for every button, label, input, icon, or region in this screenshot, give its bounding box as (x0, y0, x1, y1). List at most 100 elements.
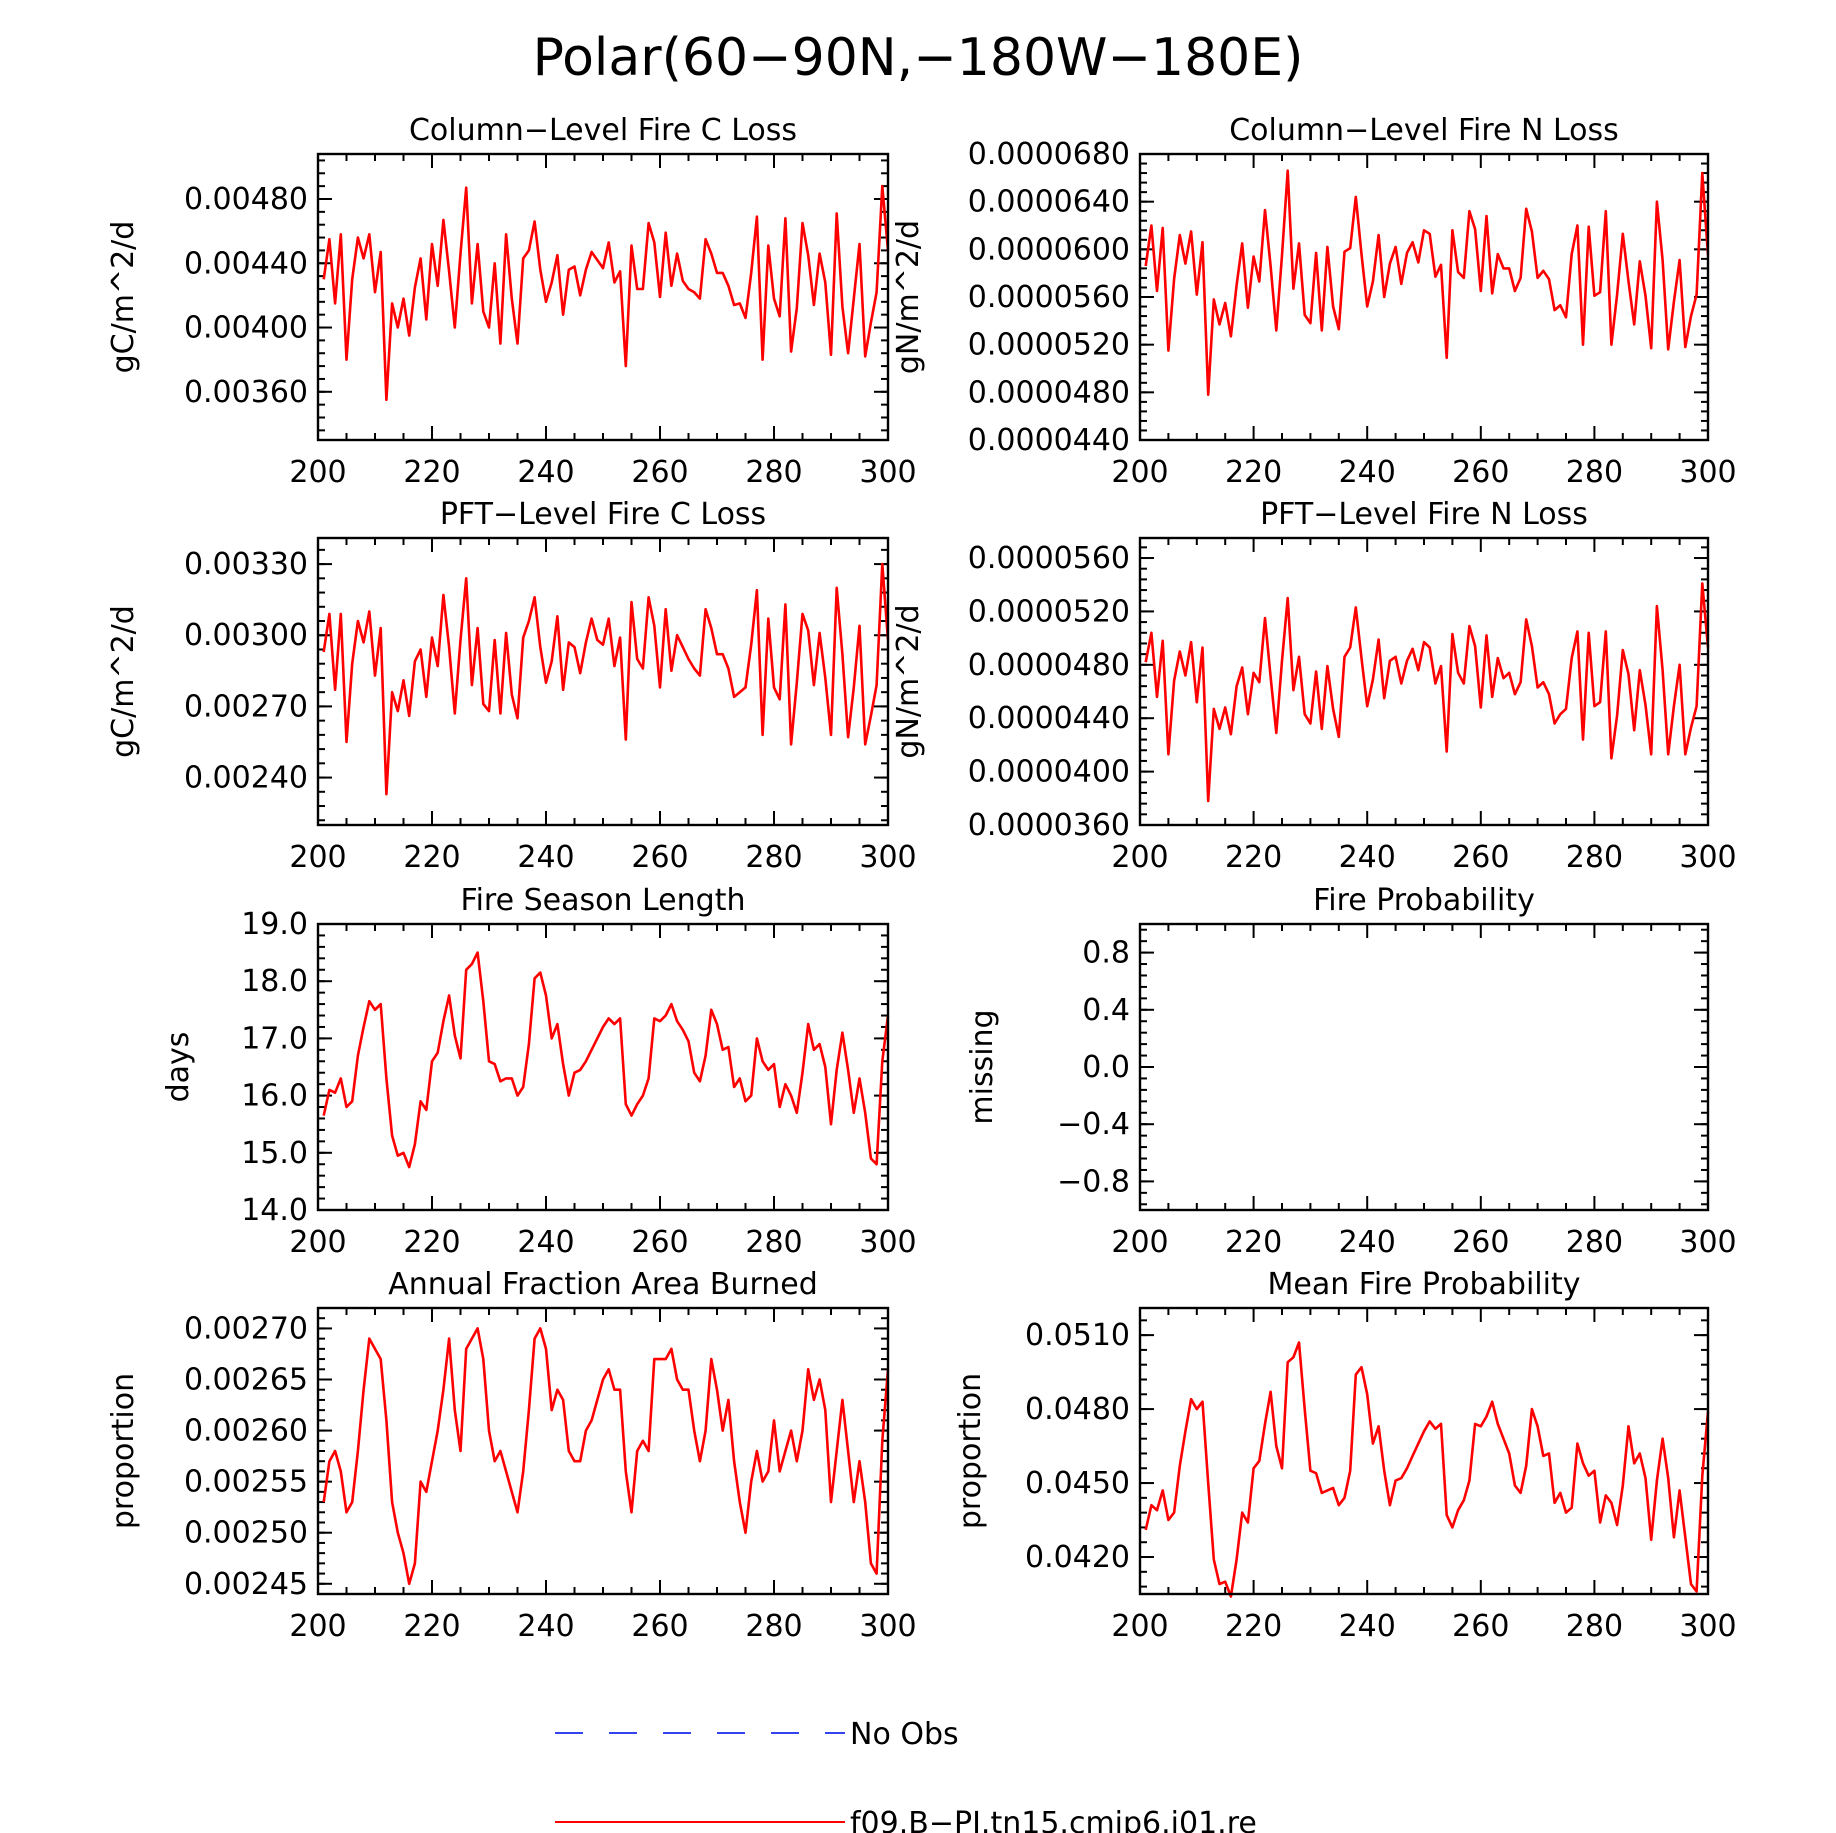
x-tick-label: 240 (1339, 455, 1396, 490)
y-axis-label: gC/m^2/d (106, 605, 141, 758)
y-tick-label: 0.8 (1082, 936, 1130, 971)
y-tick-label: 0.0000440 (968, 423, 1130, 458)
x-tick-label: 200 (1111, 1609, 1168, 1644)
y-tick-label: 0.00330 (184, 547, 308, 582)
x-tick-label: 280 (1566, 840, 1623, 875)
legend-no-obs-label: No Obs (850, 1717, 959, 1752)
y-tick-label: 0.00480 (184, 182, 308, 217)
panel-title: Fire Probability (1313, 883, 1535, 918)
plot-frame (316, 922, 890, 1212)
y-tick-label: 0.0000680 (968, 137, 1130, 172)
panel-prob: Fire Probability missing 200 220 240 260 280 30… (965, 883, 1737, 1260)
y-tick-label: 0.00250 (184, 1516, 308, 1551)
x-tick-label: 300 (859, 1225, 916, 1260)
x-tick-label: 200 (289, 840, 346, 875)
x-tick-label: 240 (1339, 1225, 1396, 1260)
x-tick-label: 220 (403, 1609, 460, 1644)
x-tick-label: 240 (1339, 1609, 1396, 1644)
x-tick-label: 280 (745, 1225, 802, 1260)
y-tick-label: 0.00270 (184, 1311, 308, 1346)
plot-frame (1138, 536, 1710, 827)
y-tick-label: 0.00265 (184, 1363, 308, 1398)
panel-afab: Annual Fraction Area Burned proportion 200… (106, 1267, 917, 1644)
series-line (1144, 582, 1710, 803)
y-tick-label: 0.0000640 (968, 185, 1130, 220)
panel-pft-n: PFT−Level Fire N Loss gN/m^2/d 200 220 240 26… (891, 497, 1737, 875)
y-tick-label: 0.4 (1082, 993, 1130, 1028)
x-tick-label: 280 (1566, 1225, 1623, 1260)
x-tick-label: 220 (403, 1225, 460, 1260)
y-tick-label: 0.0000520 (968, 328, 1130, 363)
panel-title: PFT−Level Fire N Loss (1260, 497, 1588, 532)
y-axis-label: gN/m^2/d (891, 604, 926, 758)
legend-run-label: f09.B−PI.tn15.cmip6.j01.re (850, 1806, 1257, 1833)
x-tick-label: 260 (1452, 840, 1509, 875)
x-tick-label: 300 (1679, 840, 1736, 875)
plot-frame (316, 536, 890, 827)
y-tick-label: 0.0450 (1025, 1466, 1130, 1501)
y-tick-label: 0.00260 (184, 1414, 308, 1449)
x-tick-label: 220 (403, 840, 460, 875)
x-tick-label: 220 (1225, 1225, 1282, 1260)
y-tick-label: −0.4 (1057, 1107, 1130, 1142)
legend: No Obs f09.B−PI.tn15.cmip6.j01.re (555, 1717, 1257, 1833)
y-tick-label: 17.0 (241, 1021, 308, 1056)
plot-frame (316, 1306, 890, 1596)
x-tick-label: 300 (859, 1609, 916, 1644)
y-tick-label: 0.0000440 (968, 701, 1130, 736)
x-tick-label: 240 (517, 1609, 574, 1644)
panel-title: Mean Fire Probability (1268, 1267, 1581, 1302)
y-tick-label: 0.0000400 (968, 755, 1130, 790)
y-axis-label: gN/m^2/d (891, 220, 926, 374)
x-tick-label: 240 (1339, 840, 1396, 875)
panel-title: Annual Fraction Area Burned (388, 1267, 818, 1302)
x-tick-label: 300 (859, 840, 916, 875)
series-line (1144, 1341, 1710, 1598)
y-tick-label: −0.8 (1057, 1164, 1130, 1199)
x-tick-label: 300 (859, 455, 916, 490)
panels: Column−Level Fire C Loss gC/m^2/d 200 220 24… (106, 113, 1737, 1644)
y-axis-label: proportion (953, 1373, 988, 1529)
x-tick-label: 220 (403, 455, 460, 490)
y-tick-label: 0.00360 (184, 375, 308, 410)
y-axis-label: missing (965, 1009, 1000, 1124)
y-tick-label: 15.0 (241, 1136, 308, 1171)
y-tick-label: 0.0000360 (968, 808, 1130, 843)
x-tick-label: 280 (745, 455, 802, 490)
x-tick-label: 200 (289, 1225, 346, 1260)
x-tick-label: 260 (631, 455, 688, 490)
y-tick-label: 0.00245 (184, 1567, 308, 1602)
y-axis-label: proportion (106, 1373, 141, 1529)
y-tick-label: 14.0 (241, 1193, 308, 1228)
y-tick-label: 0.0000480 (968, 375, 1130, 410)
x-tick-label: 260 (1452, 1609, 1509, 1644)
y-tick-label: 16.0 (241, 1079, 308, 1114)
y-tick-label: 0.00255 (184, 1465, 308, 1500)
x-tick-label: 260 (631, 840, 688, 875)
x-tick-label: 200 (1111, 840, 1168, 875)
series-line (322, 562, 890, 796)
plot-frame (1138, 1306, 1710, 1596)
panel-col-n: Column−Level Fire N Loss gN/m^2/d 200 220 24… (891, 113, 1737, 490)
y-tick-label: 0.00300 (184, 618, 308, 653)
series-line (1144, 169, 1710, 397)
y-tick-label: 0.0000560 (968, 541, 1130, 576)
series-line (322, 951, 890, 1169)
plot-frame (316, 152, 890, 442)
panel-season: Fire Season Length days 200 220 240 260 280 300… (161, 883, 917, 1260)
y-tick-label: 0.0 (1082, 1050, 1130, 1085)
panel-title: Column−Level Fire C Loss (409, 113, 797, 148)
x-tick-label: 240 (517, 455, 574, 490)
x-tick-label: 220 (1225, 455, 1282, 490)
x-tick-label: 280 (1566, 1609, 1623, 1644)
panel-pft-c: PFT−Level Fire C Loss gC/m^2/d 200 220 240 26… (106, 497, 917, 875)
y-tick-label: 0.00400 (184, 311, 308, 346)
x-tick-label: 200 (1111, 455, 1168, 490)
x-tick-label: 260 (631, 1609, 688, 1644)
y-tick-label: 0.0000520 (968, 594, 1130, 629)
y-tick-label: 0.0510 (1025, 1318, 1130, 1353)
y-tick-label: 0.0000560 (968, 280, 1130, 315)
panel-title: PFT−Level Fire C Loss (440, 497, 766, 532)
panel-mean-prob: Mean Fire Probability proportion 200 220 240… (953, 1267, 1737, 1644)
